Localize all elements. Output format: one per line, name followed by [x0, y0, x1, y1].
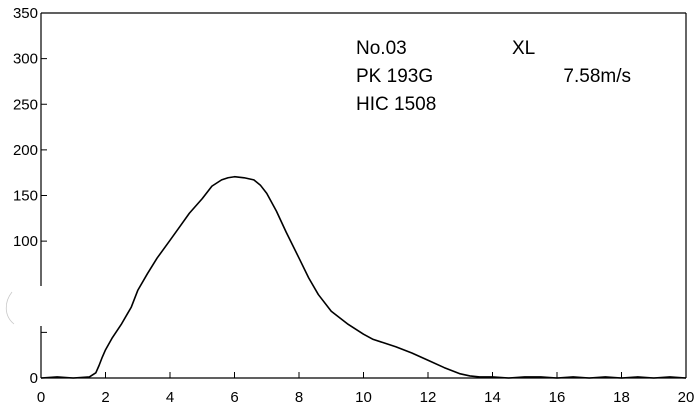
acceleration-curve — [40, 175, 687, 379]
x-tick-label: 0 — [37, 389, 45, 406]
annotation-speed: 7.58m/s — [563, 66, 631, 87]
annotation-hic: HIC 1508 — [356, 94, 436, 115]
annotation-size: XL — [512, 38, 535, 59]
y-tick-group: 0 100 150 200 250 300 350 — [13, 5, 47, 387]
x-tick-label: 4 — [166, 389, 174, 406]
x-tick-label: 18 — [613, 389, 630, 406]
x-tick-label: 6 — [230, 389, 238, 406]
y-tick-label: 200 — [13, 142, 38, 159]
annotation-peak: PK 193G — [356, 66, 433, 87]
scan-artifact-mask — [0, 286, 48, 326]
annotation-number: No.03 — [356, 38, 407, 59]
y-tick-label: 100 — [13, 233, 38, 250]
scan-artifact-smudge — [5, 291, 15, 325]
y-tick-label: 300 — [13, 51, 38, 68]
x-tick-label: 10 — [355, 389, 372, 406]
y-tick-label: 150 — [13, 188, 38, 205]
x-tick-label: 20 — [678, 389, 695, 406]
y-tick-label: 350 — [13, 5, 38, 22]
x-tick-label: 14 — [484, 389, 501, 406]
x-tick-group: 0 2 4 6 8 10 12 14 16 18 20 — [37, 372, 695, 406]
x-tick-label: 16 — [549, 389, 566, 406]
y-tick-label: 0 — [30, 370, 38, 387]
x-tick-label: 12 — [420, 389, 437, 406]
x-tick-label: 8 — [295, 389, 303, 406]
x-tick-label: 2 — [101, 389, 109, 406]
y-tick-label: 250 — [13, 96, 38, 113]
